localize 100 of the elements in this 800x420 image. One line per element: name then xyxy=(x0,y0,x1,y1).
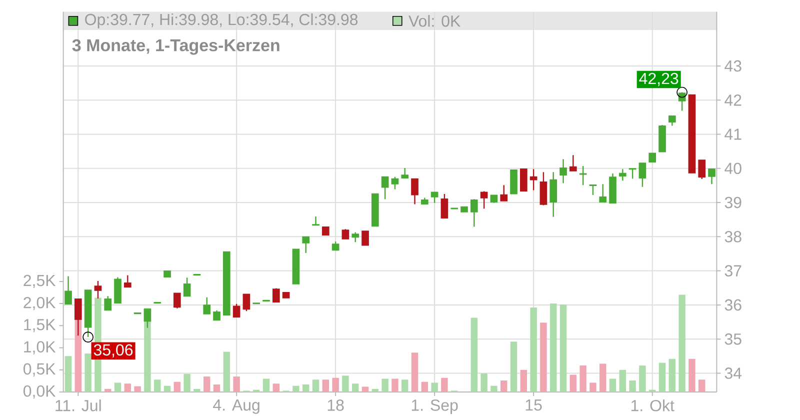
candlestick xyxy=(470,198,478,228)
bar xyxy=(124,384,132,392)
candlestick xyxy=(420,197,428,204)
bar xyxy=(352,384,359,392)
candlestick xyxy=(232,303,240,318)
bar xyxy=(104,388,112,392)
y2-tick-label: 1,0K xyxy=(24,341,56,354)
bar xyxy=(698,380,706,392)
candlestick xyxy=(164,270,171,278)
bar xyxy=(411,352,418,392)
candlestick xyxy=(114,276,122,304)
candlestick xyxy=(173,292,181,309)
bar xyxy=(560,304,567,392)
candlestick xyxy=(589,184,597,196)
x-tick-label: 1. Okt xyxy=(631,400,674,412)
y-tick-label: 43 xyxy=(724,60,742,72)
candlestick xyxy=(183,277,191,297)
candlestick xyxy=(500,184,508,202)
text: 3 Monate, 1-Tages-Kerzen xyxy=(72,39,280,55)
candlestick xyxy=(540,172,548,206)
bar xyxy=(590,382,596,392)
bar xyxy=(114,382,122,392)
bar xyxy=(64,356,72,392)
candlestick xyxy=(401,167,409,179)
y-tick-label: 41 xyxy=(724,128,742,140)
candlestick xyxy=(579,165,587,186)
bar xyxy=(233,376,240,392)
candlestick xyxy=(282,292,290,298)
bar xyxy=(213,384,220,392)
bar xyxy=(678,294,686,392)
legend-label: Op:39.77, Hi:39.98, Lo:39.54, Cl:39.98 xyxy=(85,13,358,28)
y-tick-label: 39 xyxy=(724,196,742,208)
bar xyxy=(580,365,586,392)
candlestick xyxy=(430,192,438,204)
candlestick xyxy=(342,228,350,240)
bar xyxy=(223,352,230,392)
y-tick-label: 36 xyxy=(724,299,742,311)
bar xyxy=(530,308,537,392)
candlestick xyxy=(64,276,72,305)
candlestick xyxy=(628,168,636,180)
y2-tick-label: 2,0K xyxy=(24,296,56,310)
candlestick xyxy=(94,280,102,300)
candlestick xyxy=(104,295,112,311)
bar xyxy=(658,362,666,392)
y-tick-label: 34 xyxy=(724,368,742,379)
bar xyxy=(154,380,161,392)
candlestick xyxy=(272,288,280,302)
bar xyxy=(480,373,488,392)
candlestick xyxy=(440,193,448,218)
candlestick xyxy=(362,230,369,246)
y2-tick-label: 1,5K xyxy=(24,319,56,332)
candlestick xyxy=(530,168,538,191)
candlestick xyxy=(618,168,626,182)
candlestick xyxy=(638,162,646,188)
bar xyxy=(500,380,508,392)
candlestick xyxy=(144,308,152,328)
candlestick xyxy=(560,158,567,184)
candlestick xyxy=(708,168,716,185)
candlestick xyxy=(213,310,220,321)
bar xyxy=(619,370,626,392)
bar xyxy=(332,378,339,392)
candlestick xyxy=(609,172,616,204)
candlestick xyxy=(391,176,399,190)
bar xyxy=(609,378,616,392)
candlestick xyxy=(352,232,360,243)
bar xyxy=(520,370,528,392)
bar xyxy=(184,374,190,392)
candlestick xyxy=(698,160,706,180)
bar xyxy=(312,380,320,392)
bar xyxy=(322,380,330,392)
candlestick xyxy=(292,248,300,284)
bar xyxy=(490,386,498,392)
x-tick-label: 4. Aug xyxy=(213,400,260,414)
candlestick xyxy=(302,236,310,254)
candlestick xyxy=(668,116,676,126)
bar xyxy=(272,384,280,392)
candlestick xyxy=(569,154,577,172)
bar xyxy=(292,386,300,392)
bar xyxy=(688,358,696,392)
bar xyxy=(164,386,171,392)
candlestick xyxy=(222,251,230,316)
candlestick xyxy=(480,190,488,210)
bar xyxy=(74,318,82,392)
bar xyxy=(134,386,141,392)
bar xyxy=(382,378,388,392)
annotation: 42,23 xyxy=(639,72,678,86)
y2-tick-label: 0,5K xyxy=(23,363,56,376)
bar xyxy=(262,378,270,392)
y-tick-label: 37 xyxy=(724,265,742,276)
bar xyxy=(84,354,92,392)
candlestick xyxy=(550,172,558,218)
bar xyxy=(302,384,310,392)
bar xyxy=(372,388,379,392)
bar xyxy=(470,318,478,392)
bar xyxy=(362,386,369,392)
bar xyxy=(570,374,577,392)
bar xyxy=(392,378,398,392)
candlestick xyxy=(371,193,379,227)
bar xyxy=(174,382,181,392)
y2-tick-label: 2,5K xyxy=(24,274,56,288)
